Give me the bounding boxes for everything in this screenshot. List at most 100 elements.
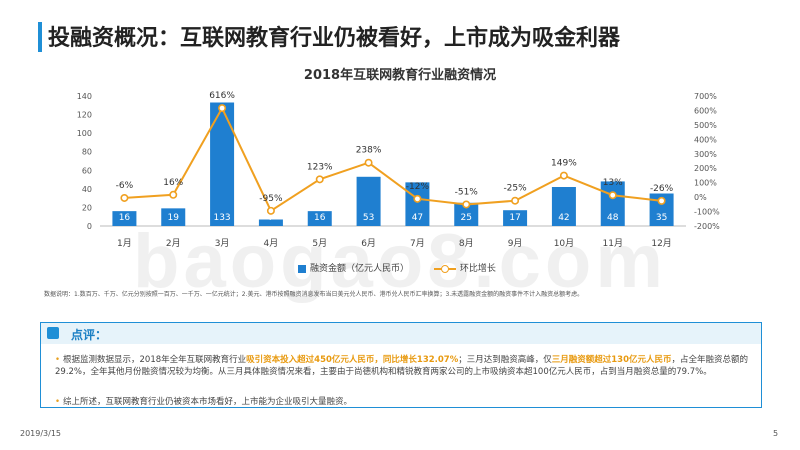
growth-value-label: -25%: [503, 184, 527, 194]
left-axis-tick-label: 80: [82, 148, 92, 157]
right-axis-tick-label: -100%: [694, 208, 720, 217]
bar-value-label: 47: [412, 213, 423, 223]
bar-value-label: 53: [363, 213, 374, 223]
comment-title: 点评：: [71, 328, 108, 342]
left-axis-tick-label: 120: [77, 111, 92, 120]
comment-header: 点评：: [41, 323, 761, 344]
data-footnote: 数据说明：1.数百万、千万、亿元分别按照一百万、一千万、一亿元统计；2.美元、港…: [44, 291, 584, 298]
comment-paragraph-1: • 根据监测数据显示，2018年全年互联网教育行业吸引资本投入超过450亿元人民币…: [55, 354, 751, 378]
chart-legend: 融资金额（亿元人民币） 环比增长: [298, 261, 518, 274]
growth-value-label: -12%: [406, 182, 430, 192]
x-axis-tick-label: 8月: [459, 238, 474, 249]
growth-value-label: 13%: [603, 178, 623, 188]
x-axis-tick-label: 6月: [361, 238, 376, 249]
right-axis-tick-label: 600%: [694, 106, 717, 115]
comment-p2: 综上所述，互联网教育行业仍被资本市场看好，上市能为企业吸引大量融资。: [63, 397, 353, 407]
x-axis-tick-label: 10月: [554, 238, 574, 249]
bar-4月: [258, 219, 283, 226]
bar-9月: [503, 210, 528, 226]
bar-5月: [307, 211, 332, 226]
bullet-icon: •: [55, 355, 61, 365]
growth-value-label: 238%: [356, 146, 382, 156]
growth-point-3月: [218, 104, 227, 113]
bar-value-label: 16: [314, 213, 326, 223]
growth-point-4月: [266, 206, 275, 215]
legend-item-line: 环比增长: [433, 261, 496, 274]
right-axis-tick-label: 700%: [694, 92, 717, 101]
legend-line-swatch: [433, 264, 456, 273]
chart-title: 2018年互联网教育行业融资情况: [303, 68, 497, 83]
comment-highlight-1: 吸引资本投入超过450亿元人民币，同比增长132.07%: [246, 355, 459, 365]
growth-point-10月: [559, 171, 568, 180]
x-axis-tick-label: 2月: [166, 238, 181, 249]
growth-value-label: 616%: [209, 91, 235, 101]
right-axis-tick-label: -200%: [694, 222, 720, 231]
comment-p1-b: ；三月达到融资高峰，仅: [458, 355, 552, 365]
growth-point-5月: [315, 175, 324, 184]
right-axis-tick-label: 100%: [694, 179, 717, 188]
left-axis-tick-label: 60: [82, 166, 92, 175]
bullet-icon: •: [55, 397, 61, 407]
watermark: baogao8.com: [133, 219, 667, 304]
bar-value-label: 133: [213, 213, 230, 223]
growth-point-1月: [120, 193, 129, 202]
comment-p1-c: ，占全年融资总额的29.2%，全年其他月份融资情况较为均衡。从三月具体融资情况来…: [55, 355, 748, 377]
comment-p1-a: 根据监测数据显示，2018年全年互联网教育行业: [63, 355, 247, 365]
growth-value-label: -26%: [650, 184, 674, 194]
growth-point-9月: [511, 196, 520, 205]
right-axis-tick-label: 300%: [694, 150, 717, 159]
bar-value-label: 48: [607, 213, 619, 223]
bar-value-label: 7: [268, 213, 274, 223]
growth-value-label: -6%: [116, 181, 134, 191]
x-axis-tick-label: 11月: [603, 238, 623, 249]
comment-paragraph-2: • 综上所述，互联网教育行业仍被资本市场看好，上市能为企业吸引大量融资。: [55, 396, 751, 408]
growth-value-label: 149%: [551, 159, 577, 169]
bar-7月: [405, 182, 430, 226]
growth-point-6月: [364, 158, 373, 167]
x-axis-tick-label: 12月: [651, 238, 671, 249]
x-axis-tick-label: 1月: [117, 238, 132, 249]
page-number: 5: [773, 429, 779, 438]
bar-1月: [112, 211, 137, 226]
comment-highlight-2: 三月融资额超过130亿元人民币: [551, 355, 672, 365]
growth-point-12月: [657, 196, 666, 205]
title-accent-bar: [38, 22, 42, 52]
left-axis-tick-label: 140: [77, 92, 92, 101]
x-axis-tick-label: 4月: [264, 238, 279, 249]
right-axis-tick-label: 500%: [694, 121, 717, 130]
growth-value-label: 16%: [163, 178, 183, 188]
right-axis-tick-label: 400%: [694, 135, 717, 144]
bar-10月: [551, 187, 576, 226]
growth-value-label: -95%: [259, 194, 283, 204]
comment-icon: [47, 327, 59, 339]
footer-date: 2019/3/15: [20, 429, 62, 438]
x-axis-tick-label: 7月: [410, 238, 425, 249]
bar-value-label: 42: [558, 213, 569, 223]
legend-bar-swatch: [298, 264, 306, 273]
bar-2月: [161, 208, 186, 226]
bar-8月: [454, 202, 479, 226]
left-axis-tick-label: 20: [82, 203, 92, 212]
right-axis-tick-label: 200%: [694, 164, 717, 173]
bar-11月: [600, 181, 625, 226]
page-title: 投融资概况：互联网教育行业仍被看好，上市成为吸金利器: [48, 26, 621, 51]
bar-value-label: 25: [461, 213, 472, 223]
growth-point-2月: [169, 190, 178, 199]
right-axis-tick-label: 0%: [694, 193, 707, 202]
growth-point-11月: [608, 191, 617, 200]
left-axis-tick-label: 0: [87, 222, 92, 231]
bar-value-label: 17: [509, 213, 520, 223]
growth-point-8月: [462, 200, 471, 209]
bar-value-label: 16: [119, 213, 131, 223]
comment-box: 点评： • 根据监测数据显示，2018年全年互联网教育行业吸引资本投入超过450亿…: [40, 322, 762, 408]
left-axis-tick-label: 100: [77, 129, 92, 138]
x-axis-tick-label: 9月: [508, 238, 523, 249]
bar-6月: [356, 176, 381, 226]
growth-line: [124, 105, 662, 213]
legend-item-bar: 融资金额（亿元人民币）: [298, 261, 409, 274]
x-axis-tick-label: 3月: [215, 238, 230, 249]
legend-bar-label: 融资金额（亿元人民币）: [310, 264, 410, 274]
bar-value-label: 35: [656, 213, 667, 223]
growth-value-label: 123%: [307, 162, 333, 172]
